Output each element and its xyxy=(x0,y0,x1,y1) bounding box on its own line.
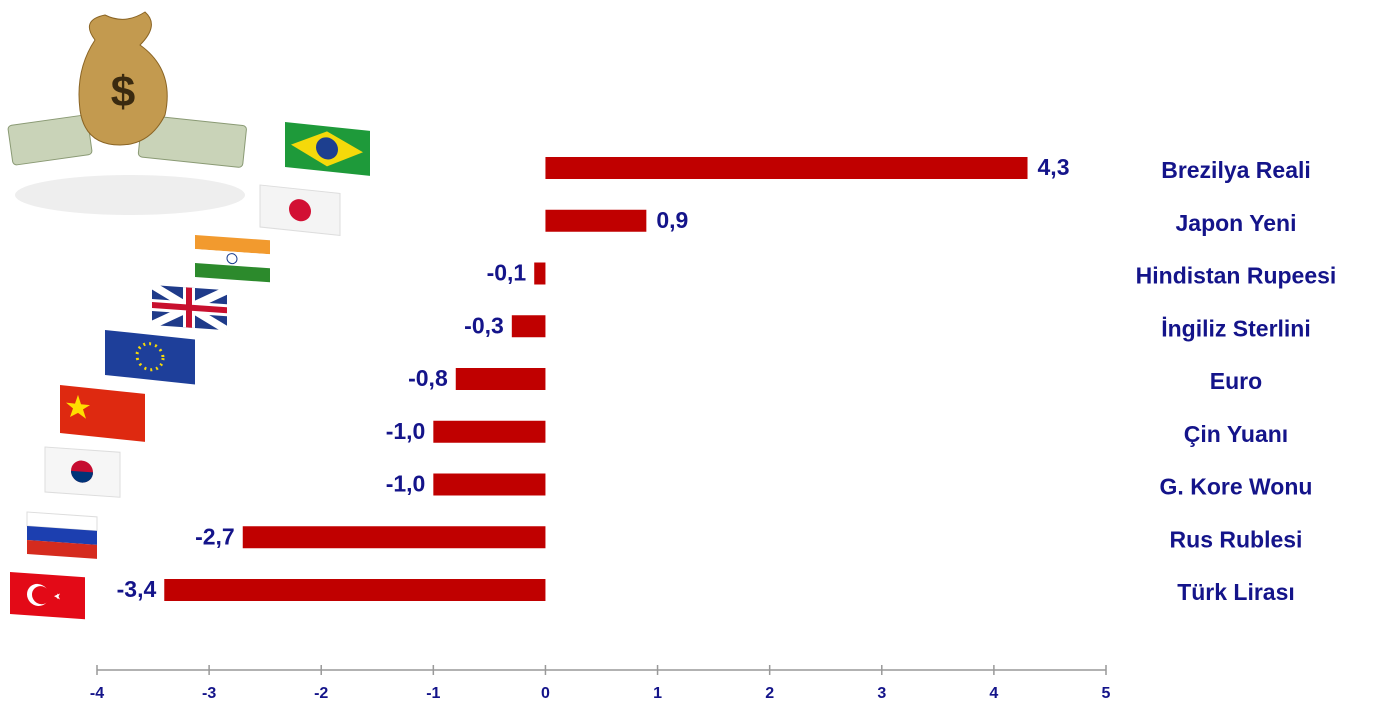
category-label: Japon Yeni xyxy=(1175,210,1296,236)
value-label: -0,3 xyxy=(464,312,504,338)
bar xyxy=(534,263,545,285)
svg-text:$: $ xyxy=(111,68,135,117)
x-tick-label: -4 xyxy=(90,685,104,702)
x-tick-label: 3 xyxy=(877,685,886,702)
bar xyxy=(433,474,545,496)
bar xyxy=(243,526,546,548)
category-label: Brezilya Reali xyxy=(1161,157,1311,183)
bar xyxy=(164,579,545,601)
category-label: Hindistan Rupeesi xyxy=(1136,263,1337,289)
category-label: Türk Lirası xyxy=(1177,579,1295,605)
value-label: 4,3 xyxy=(1038,154,1070,180)
value-label: -1,0 xyxy=(386,471,426,497)
category-label: Rus Rublesi xyxy=(1170,526,1303,552)
category-label: Çin Yuanı xyxy=(1184,421,1288,447)
value-label: -2,7 xyxy=(195,523,235,549)
value-label: -0,1 xyxy=(487,260,527,286)
x-tick-label: -2 xyxy=(314,685,328,702)
bar xyxy=(545,157,1027,179)
category-label: İngiliz Sterlini xyxy=(1161,315,1311,341)
x-tick-label: 1 xyxy=(653,685,662,702)
x-tick-label: 2 xyxy=(765,685,774,702)
bar xyxy=(545,210,646,232)
value-label: -0,8 xyxy=(408,365,448,391)
bar xyxy=(512,315,546,337)
bar xyxy=(456,368,546,390)
x-tick-label: -3 xyxy=(202,685,216,702)
value-label: 0,9 xyxy=(656,207,688,233)
value-label: -3,4 xyxy=(117,576,157,602)
x-tick-label: 5 xyxy=(1102,685,1111,702)
category-label: Euro xyxy=(1210,368,1262,394)
x-tick-label: -1 xyxy=(426,685,440,702)
money-decoration: $ xyxy=(8,12,247,215)
x-tick-label: 0 xyxy=(541,685,550,702)
bar xyxy=(433,421,545,443)
category-label: G. Kore Wonu xyxy=(1160,474,1313,500)
x-tick-label: 4 xyxy=(989,685,998,702)
chart: $ -4 -3 -2 -1 0 1 2 3 4 5 4,3 Brezilya Reali 0,9 Japo… xyxy=(0,0,1382,712)
value-label: -1,0 xyxy=(386,418,426,444)
